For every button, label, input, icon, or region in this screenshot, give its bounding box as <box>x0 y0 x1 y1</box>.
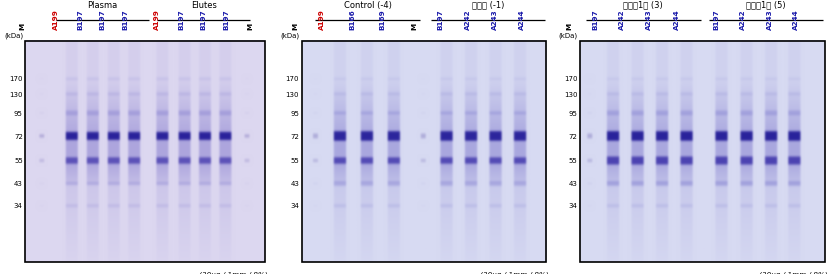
Text: A244: A244 <box>793 10 799 30</box>
Text: (30ug / 1mm / 8%): (30ug / 1mm / 8%) <box>199 271 268 274</box>
Text: (kDa): (kDa) <box>280 33 299 39</box>
Text: 72: 72 <box>290 134 299 140</box>
Text: B166: B166 <box>349 10 355 30</box>
Text: 55: 55 <box>568 158 578 164</box>
Text: 55: 55 <box>290 158 299 164</box>
Text: A199: A199 <box>53 10 59 30</box>
Text: A199: A199 <box>319 10 325 30</box>
Text: 170: 170 <box>286 76 299 82</box>
Text: B197: B197 <box>713 10 719 30</box>
Bar <box>580 41 825 262</box>
Text: (30ug / 1mm / 8%): (30ug / 1mm / 8%) <box>481 271 549 274</box>
Text: A242: A242 <box>619 10 625 30</box>
Text: B197: B197 <box>201 10 206 30</box>
Text: A244: A244 <box>519 10 525 30</box>
Text: A243: A243 <box>646 10 652 30</box>
Text: A243: A243 <box>492 10 497 30</box>
Text: M: M <box>247 23 253 30</box>
Text: 72: 72 <box>568 134 578 140</box>
Text: Control (-4): Control (-4) <box>344 1 391 10</box>
Text: 170: 170 <box>564 76 578 82</box>
Text: 95: 95 <box>568 111 578 117</box>
Text: 55: 55 <box>14 158 23 164</box>
Text: 43: 43 <box>568 181 578 187</box>
Text: 130: 130 <box>286 92 299 98</box>
Text: B197: B197 <box>178 10 184 30</box>
Text: B197: B197 <box>122 10 128 30</box>
Text: B197: B197 <box>77 10 83 30</box>
Text: 170: 170 <box>9 76 23 82</box>
Text: M: M <box>20 23 26 30</box>
Text: B197: B197 <box>223 10 229 30</box>
Text: B197: B197 <box>437 10 443 30</box>
Text: 95: 95 <box>14 111 23 117</box>
Text: 130: 130 <box>564 92 578 98</box>
Text: 발정전 (-1): 발정전 (-1) <box>472 1 504 10</box>
Text: A244: A244 <box>674 10 680 30</box>
Text: Elutes: Elutes <box>191 1 217 10</box>
Text: 130: 130 <box>9 92 23 98</box>
Text: (kDa): (kDa) <box>558 33 578 39</box>
Text: 34: 34 <box>290 203 299 209</box>
Text: 72: 72 <box>14 134 23 140</box>
Text: A242: A242 <box>740 10 747 30</box>
Text: 43: 43 <box>290 181 299 187</box>
Text: 95: 95 <box>290 111 299 117</box>
Bar <box>302 41 547 262</box>
Text: A242: A242 <box>465 10 471 30</box>
Text: M: M <box>292 23 298 30</box>
Text: Plasma: Plasma <box>88 1 118 10</box>
Text: 34: 34 <box>568 203 578 209</box>
Text: (kDa): (kDa) <box>4 33 23 39</box>
Text: A199: A199 <box>154 10 160 30</box>
Text: B197: B197 <box>592 10 598 30</box>
Text: 34: 34 <box>14 203 23 209</box>
Text: 체란후1일 (5): 체란후1일 (5) <box>747 1 786 10</box>
Text: M: M <box>411 23 417 30</box>
Text: (30ug / 1mm / 8%): (30ug / 1mm / 8%) <box>759 271 828 274</box>
Text: B169: B169 <box>379 10 385 30</box>
Text: M: M <box>566 23 573 30</box>
Text: 43: 43 <box>14 181 23 187</box>
Text: B197: B197 <box>99 10 105 30</box>
Text: 배란후1일 (3): 배란후1일 (3) <box>624 1 663 10</box>
Text: A243: A243 <box>767 10 773 30</box>
Bar <box>25 41 265 262</box>
